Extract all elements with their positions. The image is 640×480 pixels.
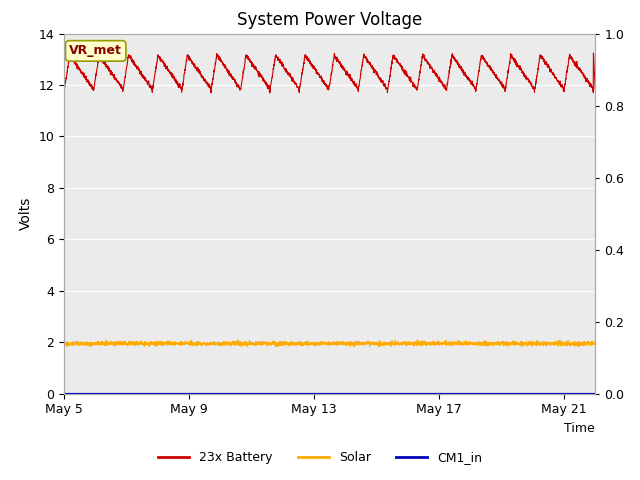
Text: VR_met: VR_met — [69, 44, 122, 58]
Title: System Power Voltage: System Power Voltage — [237, 11, 422, 29]
CM1_in — [524, 391, 531, 396]
Solar — [187, 337, 195, 343]
CM1_in — [152, 391, 160, 396]
CM1_in — [121, 391, 129, 396]
Solar — [287, 342, 295, 348]
Line: Solar: Solar — [64, 340, 595, 347]
Solar — [60, 343, 68, 348]
CM1_in — [581, 391, 589, 396]
Solar — [581, 341, 589, 347]
CM1_in — [60, 391, 68, 396]
Solar — [264, 339, 272, 345]
Solar — [375, 344, 383, 349]
Line: 23x Battery: 23x Battery — [64, 53, 595, 93]
Y-axis label: Volts: Volts — [19, 197, 33, 230]
Solar — [591, 342, 599, 348]
23x Battery — [264, 84, 271, 90]
Solar — [524, 341, 532, 347]
23x Battery — [60, 88, 68, 94]
23x Battery — [287, 74, 295, 80]
CM1_in — [287, 391, 294, 396]
Solar — [152, 340, 160, 346]
23x Battery — [524, 76, 532, 82]
23x Battery — [589, 50, 597, 56]
Solar — [121, 342, 129, 348]
23x Battery — [152, 66, 160, 72]
X-axis label: Time: Time — [564, 422, 595, 435]
23x Battery — [581, 75, 589, 81]
Legend: 23x Battery, Solar, CM1_in: 23x Battery, Solar, CM1_in — [153, 446, 487, 469]
23x Battery — [591, 86, 599, 92]
CM1_in — [591, 391, 599, 396]
23x Battery — [266, 90, 274, 96]
CM1_in — [264, 391, 271, 396]
23x Battery — [121, 77, 129, 83]
